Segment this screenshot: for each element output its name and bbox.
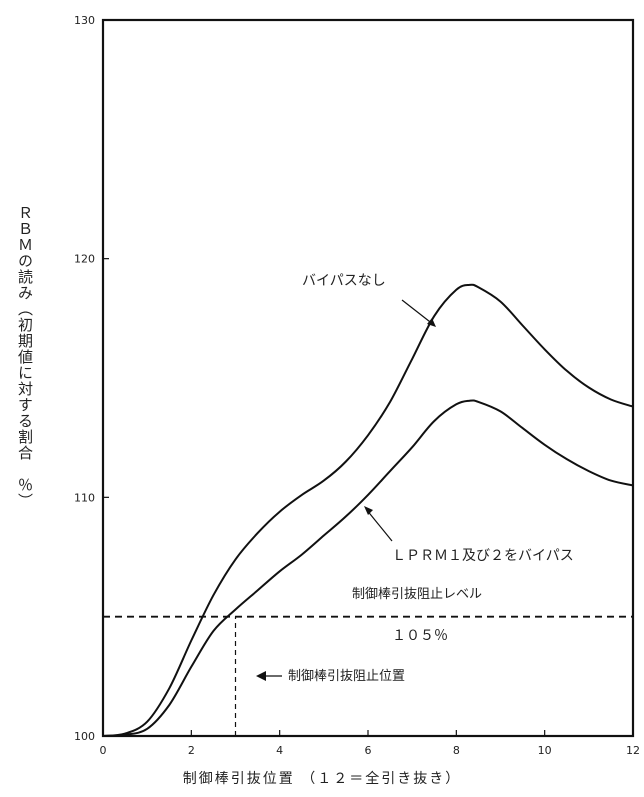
x-tick-label: 4 xyxy=(276,744,283,757)
x-tick-label: 6 xyxy=(365,744,372,757)
annotation-block-level: 制御棒引抜阻止レベル xyxy=(352,586,482,602)
arrowhead-block-position xyxy=(256,671,266,681)
y-axis-ticks: 100 110 120 130 xyxy=(74,14,109,743)
plot-frame xyxy=(101,18,635,738)
y-tick-label: 110 xyxy=(74,491,95,504)
y-tick-label: 130 xyxy=(74,14,95,27)
annotation-pointer-no-bypass xyxy=(401,299,435,326)
x-tick-label: 8 xyxy=(453,744,460,757)
annotation-105-percent: １０５％ xyxy=(392,628,448,644)
arrowhead-lprm-bypass xyxy=(364,506,373,515)
x-axis-label: 制御棒引抜位置 （１２＝全引き抜き） xyxy=(182,771,462,787)
x-tick-label: 10 xyxy=(538,744,552,757)
series-line-lprm-bypass xyxy=(102,399,634,737)
y-tick-label: 100 xyxy=(74,730,95,743)
arrowhead-no-bypass xyxy=(427,318,436,327)
annotation-no-bypass: バイパスなし xyxy=(302,273,386,289)
annotation-block-position: 制御棒引抜阻止位置 xyxy=(288,668,405,684)
x-tick-label: 12 xyxy=(626,744,640,757)
x-axis-ticks: 0 2 4 6 8 10 12 xyxy=(100,730,640,757)
annotation-lprm-bypass: ＬＰＲＭ１及び２をバイパス xyxy=(392,548,574,564)
x-tick-label: 0 xyxy=(100,744,107,757)
annotation-pointer-lprm-bypass xyxy=(365,508,393,542)
y-tick-label: 120 xyxy=(74,253,95,266)
series-line-no-bypass xyxy=(102,283,634,737)
x-tick-label: 2 xyxy=(188,744,195,757)
y-axis-label: ＲＢＭの読み（初期値に対する割合 ％） xyxy=(16,205,34,509)
